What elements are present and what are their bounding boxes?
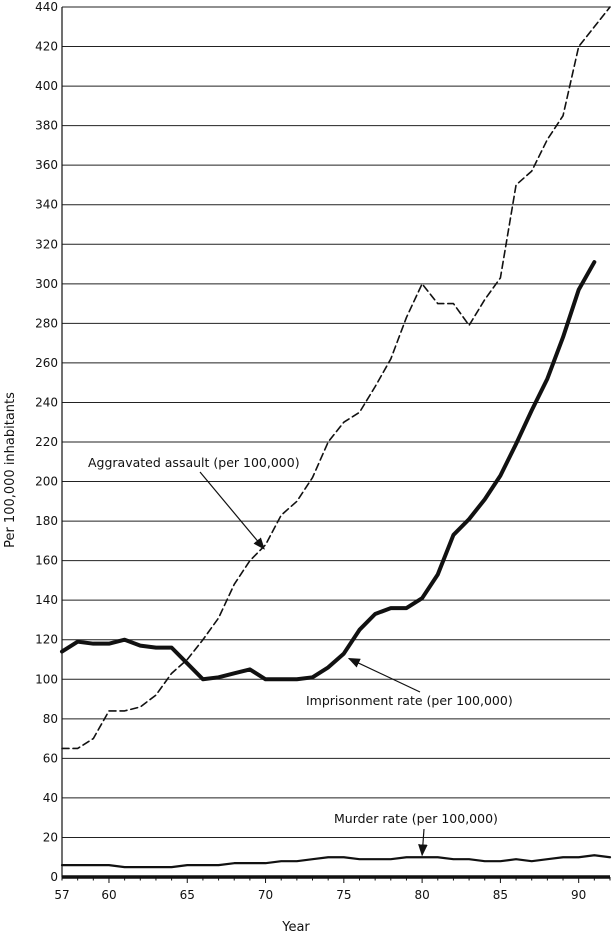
y-tick-label: 200	[35, 475, 58, 489]
x-tick-label: 65	[180, 888, 195, 902]
arrow-aggravated-assault	[199, 471, 265, 550]
axes: 0 20 40 60 80 100 120 140 160 180 200 220 240 260 280 3…	[35, 0, 611, 902]
series-line-0	[61, 6, 611, 750]
x-tick-label: 90	[571, 888, 586, 902]
y-tick-label: 300	[35, 277, 58, 291]
y-tick-label: 340	[35, 198, 58, 212]
y-tick-label: 80	[43, 712, 58, 726]
series-lines	[60, 6, 612, 869]
x-axis-title: Year	[281, 920, 310, 935]
gridlines	[62, 6, 610, 838]
y-tick-label: 240	[35, 395, 58, 409]
series-line-2	[60, 854, 612, 869]
x-tick-label: 75	[336, 888, 351, 902]
y-tick-label: 220	[35, 435, 58, 449]
y-tick-label: 20	[43, 830, 58, 844]
y-tick-label: 320	[35, 237, 58, 251]
y-tick-label: 140	[35, 593, 58, 607]
annotation-aggravated-assault: Aggravated assault (per 100,000)	[88, 455, 300, 470]
annotation-imprisonment-rate: Imprisonment rate (per 100,000)	[306, 693, 513, 708]
y-tick-label: 160	[35, 554, 58, 568]
y-tick-label: 0	[50, 870, 58, 884]
y-tick-label: 260	[35, 356, 58, 370]
series-line-1	[60, 260, 597, 682]
x-tick-label: 80	[414, 888, 429, 902]
y-tick-label: 280	[35, 316, 58, 330]
y-tick-label: 420	[35, 40, 58, 54]
x-tick-label: 70	[258, 888, 273, 902]
x-tick-label: 57	[54, 888, 69, 902]
annotations: Aggravated assault (per 100,000) Impriso…	[88, 455, 513, 857]
y-tick-label: 440	[35, 0, 58, 14]
y-tick-label: 120	[35, 633, 58, 647]
x-tick-label: 85	[493, 888, 508, 902]
y-tick-label: 180	[35, 514, 58, 528]
annotation-murder-rate: Murder rate (per 100,000)	[334, 811, 498, 826]
y-tick-label: 100	[35, 672, 58, 686]
y-tick-label: 40	[43, 791, 58, 805]
y-tick-label: 400	[35, 79, 58, 93]
y-axis-title: Per 100,000 inhabitants	[3, 392, 18, 548]
y-tick-label: 360	[35, 158, 58, 172]
x-tick-label: 60	[101, 888, 116, 902]
arrow-imprisonment-rate	[347, 658, 421, 693]
arrow-murder-rate	[418, 828, 428, 857]
y-tick-label: 60	[43, 751, 58, 765]
y-tick-label: 380	[35, 119, 58, 133]
